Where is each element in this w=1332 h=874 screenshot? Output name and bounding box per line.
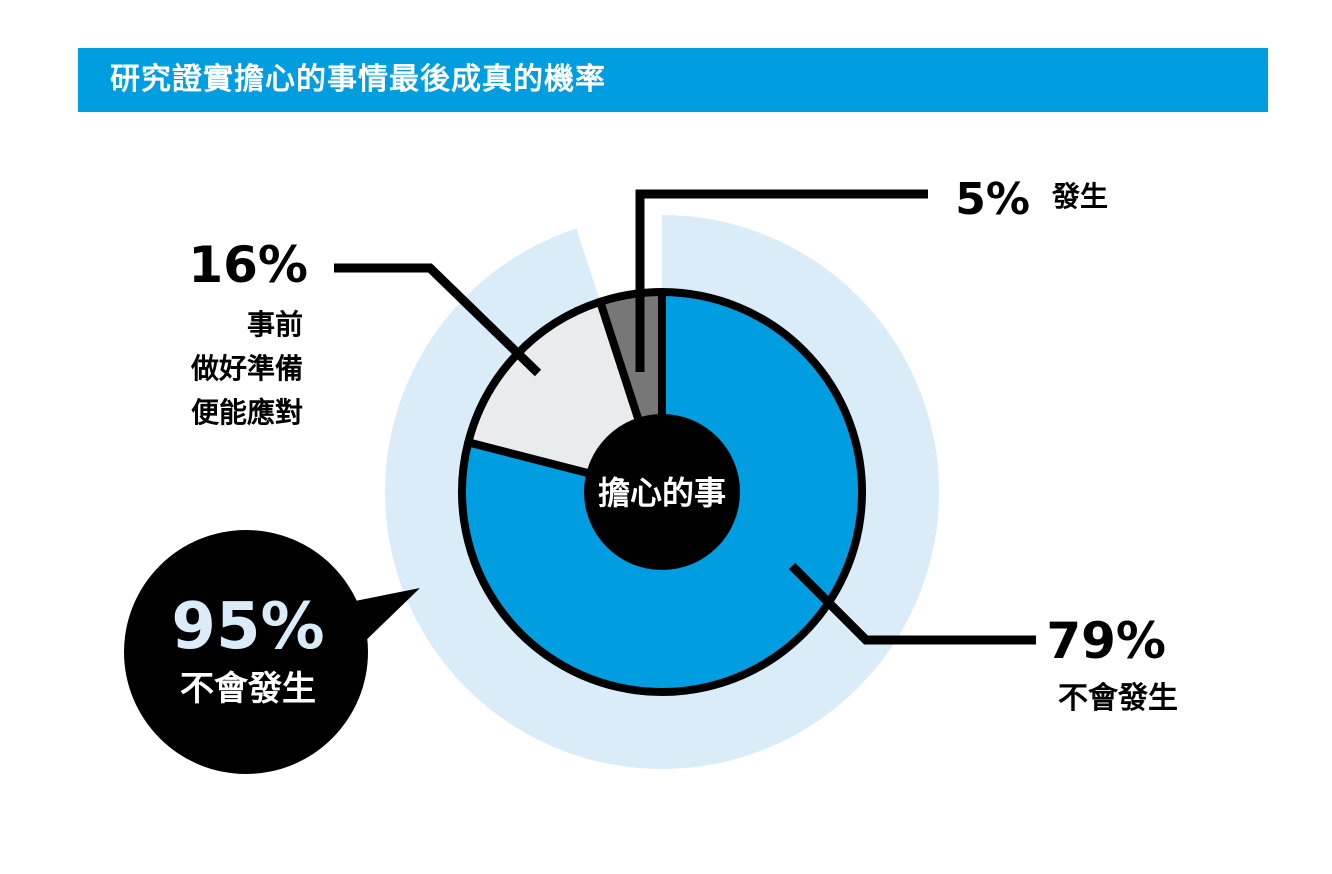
happened-label: 發生 <box>1051 180 1108 213</box>
leader-line-not-happen <box>788 562 1036 645</box>
speech-bubble-tail <box>350 588 420 648</box>
happened-pct-label: 5% <box>955 174 1030 225</box>
title-bar: 研究證實擔心的事情最後成真的機率 <box>78 48 1268 112</box>
prepared-pct-label: 16% <box>188 236 308 294</box>
center-hole <box>584 414 740 570</box>
not-happen-pct-label: 79% <box>1046 612 1166 670</box>
outer-ring-label: 不會發生 <box>180 669 316 709</box>
leader-line-happened <box>635 189 928 372</box>
prepared-label-line-3: 便能應對 <box>191 396 303 429</box>
prepared-label-line-2: 做好準備 <box>190 352 303 385</box>
prepared-label-line-1: 事前 <box>247 308 303 341</box>
chart-title: 研究證實擔心的事情最後成真的機率 <box>110 62 606 97</box>
not-happen-label: 不會發生 <box>1058 681 1178 716</box>
center-label: 擔心的事 <box>598 474 726 512</box>
speech-bubble <box>124 530 368 774</box>
leader-line-prepared <box>334 263 542 377</box>
outer-ring-pct-label: 95% <box>171 590 324 664</box>
